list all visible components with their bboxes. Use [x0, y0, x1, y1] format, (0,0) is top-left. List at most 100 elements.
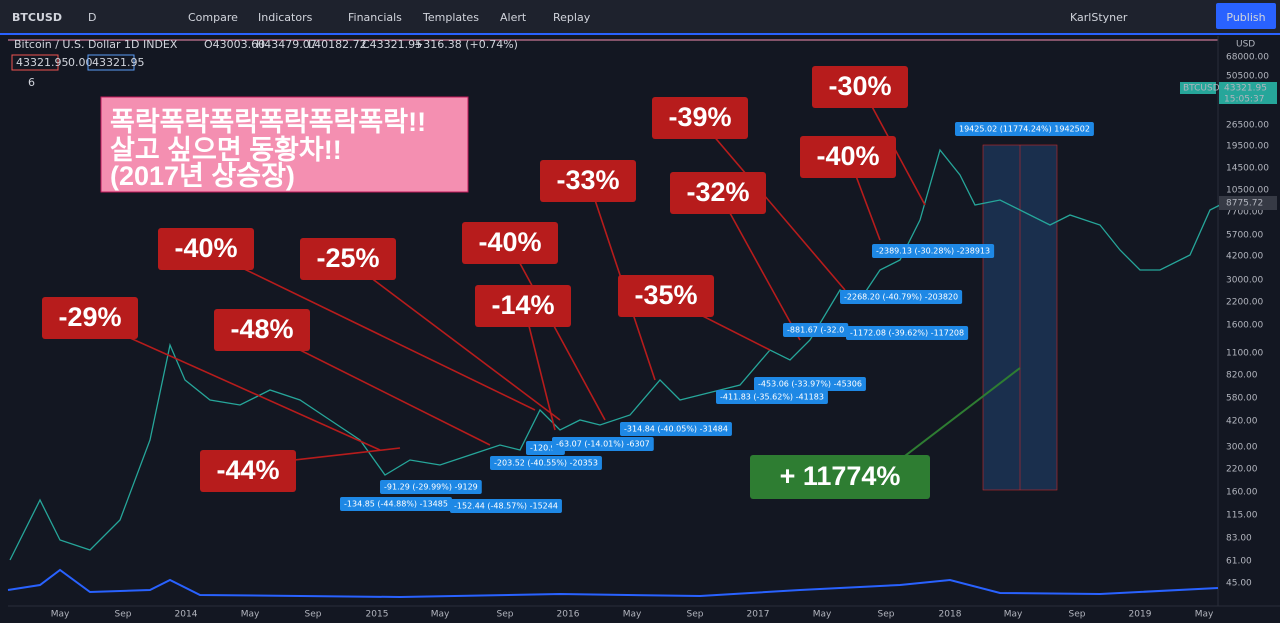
publish-button[interactable] [1216, 3, 1276, 29]
time-label: May [623, 610, 642, 620]
price-label: 14500.00 [1226, 164, 1269, 174]
symbol: BTCUSD [12, 11, 62, 24]
time-label: May [431, 610, 450, 620]
toolbar-item[interactable]: Alert [500, 11, 527, 24]
time-label: 2014 [175, 610, 198, 620]
gain-box [750, 455, 930, 499]
legend-value: 43321.95 [92, 56, 145, 69]
price-label: 160.00 [1226, 488, 1258, 498]
measure-box [490, 456, 602, 470]
measure-box [716, 390, 828, 404]
price-label: 83.00 [1226, 534, 1252, 544]
callout: -29% [58, 302, 121, 332]
price-label: 220.00 [1226, 465, 1258, 475]
measure-label: -152.44 (-48.57%) -15244 [454, 502, 558, 511]
legend-box [11, 54, 59, 71]
price-label: 2200.00 [1226, 298, 1263, 308]
countdown: 15:05:37 [1224, 95, 1264, 105]
cursor-price: 8775.72 [1226, 199, 1263, 209]
measure-box [955, 122, 1094, 136]
user[interactable]: KarlStyner [1070, 11, 1128, 24]
legend-box [87, 54, 135, 71]
measure-box [754, 377, 866, 391]
time-label: Sep [305, 610, 322, 620]
measure-label: -203.52 (-40.55%) -20353 [494, 459, 598, 468]
toolbar [0, 0, 1280, 33]
legend-value: 43321.95 [16, 56, 69, 69]
measure-box [872, 244, 995, 258]
price-label: 68000.00 [1226, 53, 1269, 63]
ohlc: L40182.72 [308, 38, 367, 51]
callout: -39% [668, 102, 731, 132]
note-line: 폭락폭락폭락폭락폭락폭락!! [110, 107, 426, 137]
callout-box [800, 136, 896, 178]
last-price: 43321.95 [1224, 84, 1267, 94]
measure-label: -2268.20 (-40.79%) -203820 [844, 293, 958, 302]
symbol-tag-text: BTCUSD [1183, 84, 1220, 94]
callout-box [618, 275, 714, 317]
measure-box [340, 497, 452, 511]
time-label: 2019 [1129, 610, 1152, 620]
time-label: Sep [497, 610, 514, 620]
measure-label: -120.91 [530, 444, 561, 453]
time-label: May [241, 610, 260, 620]
callout-box [158, 228, 254, 270]
toolbar-item[interactable]: Templates [422, 11, 479, 24]
measure-label: -63.07 (-14.01%) -6307 [556, 440, 650, 449]
price-label: 26500.00 [1226, 121, 1269, 131]
cursor-price-box [1219, 196, 1277, 210]
callout-box [200, 450, 296, 492]
price-label: 10500.00 [1226, 186, 1269, 196]
time-label: Sep [687, 610, 704, 620]
price-label: 115.00 [1226, 511, 1258, 521]
callout: -40% [174, 233, 237, 263]
symbol-tag [1180, 82, 1216, 94]
callout: -40% [478, 227, 541, 257]
time-label: May [1195, 610, 1214, 620]
measure-label: -91.29 (-29.99%) -9129 [384, 483, 478, 492]
callout-box [214, 309, 310, 351]
callout-box [462, 222, 558, 264]
toolbar-item[interactable]: Replay [553, 11, 591, 24]
price-artwork [9, 148, 1221, 561]
callout: -14% [491, 290, 554, 320]
price-label: 19500.00 [1226, 142, 1269, 152]
volume-artwork [7, 568, 1219, 599]
toolbar-item[interactable]: Indicators [258, 11, 313, 24]
ohlc: +316.38 (+0.74%) [414, 38, 518, 51]
measure-box [620, 422, 732, 436]
measure-box [846, 326, 969, 340]
price-label: 580.00 [1226, 394, 1258, 404]
measure-label: -1172.08 (-39.62%) -117208 [850, 329, 964, 338]
price-label: 4200.00 [1226, 252, 1263, 262]
measure-box [552, 437, 654, 451]
price-label: 3000.00 [1226, 276, 1263, 286]
measure-box [380, 480, 482, 494]
callout-box [812, 66, 908, 108]
interval[interactable]: D [88, 11, 96, 24]
measure-label: -314.84 (-40.05%) -31484 [624, 425, 728, 434]
time-label: Sep [878, 610, 895, 620]
gain: + 11774% [780, 461, 901, 491]
price-label: 50500.00 [1226, 72, 1269, 82]
price-label: 61.00 [1226, 557, 1252, 567]
note-box [100, 96, 469, 193]
toolbar-item[interactable]: Compare [188, 11, 238, 24]
price-label: 45.00 [1226, 579, 1252, 589]
measure-label: -2389.13 (-30.28%) -238913 [876, 247, 990, 256]
callout-box [475, 285, 571, 327]
last-price-box [1219, 82, 1277, 104]
measure-box [783, 323, 849, 337]
toolbar-item[interactable]: Financials [348, 11, 402, 24]
ohlc: C43321.95 [362, 38, 422, 51]
callout: -44% [216, 455, 279, 485]
measure-label: -881.67 (-32.0 [787, 326, 844, 335]
callout: -25% [316, 243, 379, 273]
callout-box [652, 97, 748, 139]
indicator-count[interactable]: 6 [28, 76, 35, 89]
ohlc: H43479.07 [256, 38, 317, 51]
callout: -33% [556, 165, 619, 195]
price-label: 300.00 [1226, 443, 1258, 453]
